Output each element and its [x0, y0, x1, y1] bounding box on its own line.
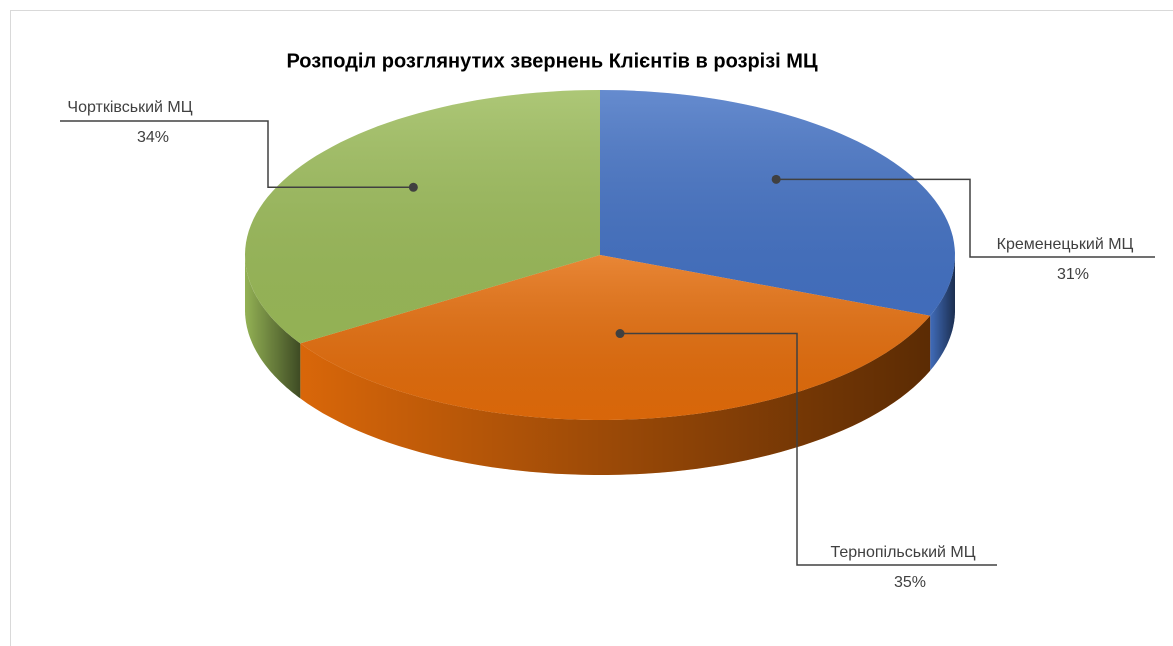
data-label-name: Тернопільський МЦ [830, 544, 975, 561]
leader-line [60, 120, 414, 189]
slice-gloss [600, 90, 955, 316]
leader-dot [615, 329, 625, 339]
slice-gloss [245, 90, 600, 344]
pie [245, 90, 955, 475]
leader-line [620, 332, 997, 566]
slice-side-shade [930, 255, 955, 371]
data-label-value: 31% [1057, 266, 1089, 283]
slice-gloss [300, 255, 931, 420]
data-label-name: Чортківський МЦ [67, 99, 192, 116]
slice-side-shade [245, 255, 301, 399]
data-label-value: 35% [894, 574, 926, 591]
slice-side-shade [300, 315, 931, 475]
chart-title: Розподіл розглянутих звернень Клієнтів в… [286, 50, 818, 72]
data-label-name: Кременецький МЦ [997, 236, 1134, 253]
labels: Кременецький МЦ 31% Тернопільський МЦ 35% Чо… [60, 99, 1155, 591]
leader-dot [408, 182, 418, 192]
chart-frame [10, 10, 1173, 646]
data-label-value: 34% [137, 129, 169, 146]
leader-line [776, 178, 1155, 258]
leader-dot [771, 174, 781, 184]
